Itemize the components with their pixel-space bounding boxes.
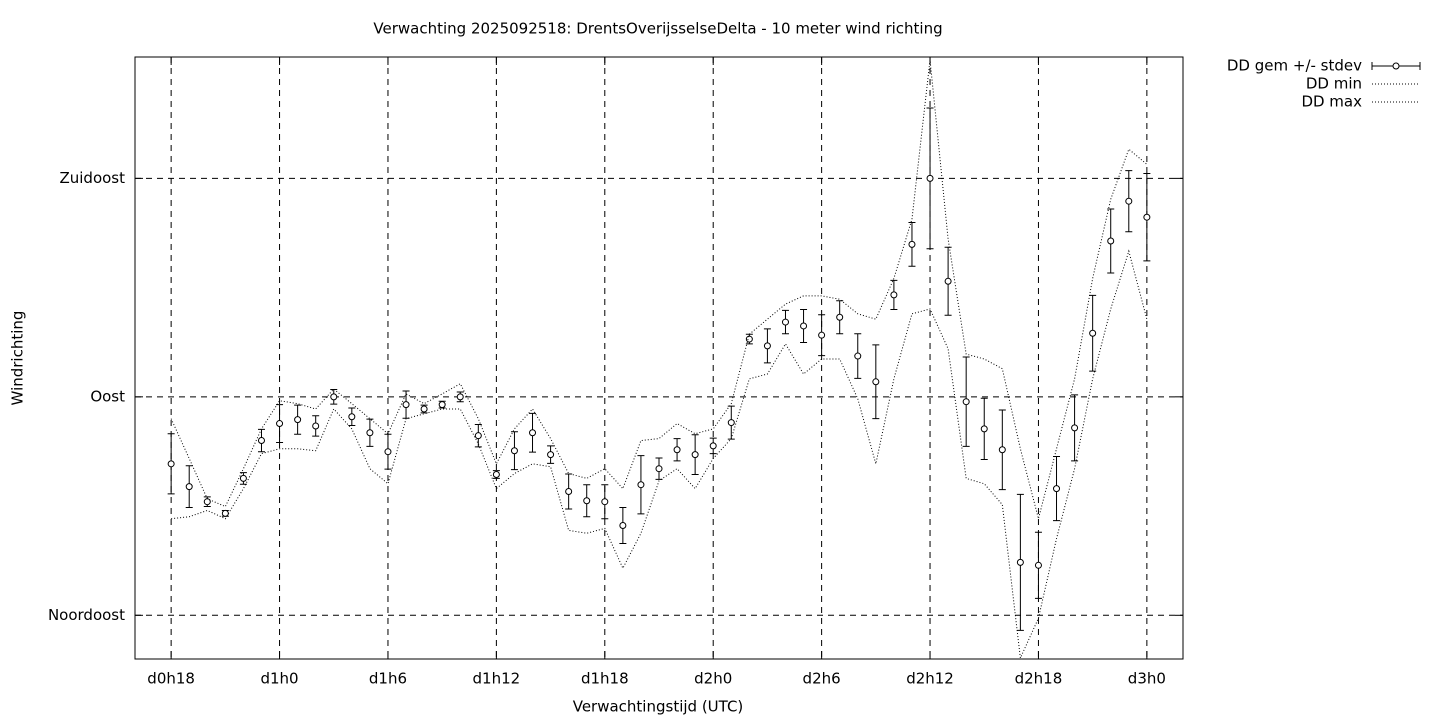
legend-label: DD gem +/- stdev	[1227, 57, 1362, 75]
data-point	[547, 451, 555, 459]
data-point	[601, 498, 609, 506]
x-tick-label: d0h18	[147, 670, 195, 688]
line-series	[171, 249, 1148, 659]
chart-title: Verwachting 2025092518: DrentsOverijssel…	[373, 20, 942, 38]
x-tick-label: d2h0	[694, 670, 732, 688]
data-point	[366, 429, 374, 437]
x-tick-label: d3h0	[1128, 670, 1166, 688]
plot-area	[167, 59, 1151, 659]
data-point	[691, 451, 699, 459]
data-point	[637, 481, 645, 489]
data-point	[980, 425, 988, 433]
data-point	[836, 313, 844, 321]
data-point	[565, 488, 573, 496]
data-point	[167, 460, 175, 468]
data-point	[781, 318, 789, 326]
x-tick-label: d1h0	[260, 670, 298, 688]
y-tick-label: Oost	[90, 387, 125, 405]
data-point	[745, 335, 753, 343]
legend-label: DD max	[1301, 93, 1362, 111]
x-axis-label: Verwachtingstijd (UTC)	[573, 698, 744, 716]
data-point	[402, 401, 410, 409]
data-point	[221, 509, 229, 517]
data-point	[1071, 424, 1079, 432]
data-point	[294, 416, 302, 424]
data-point	[456, 393, 464, 401]
x-tick-label: d2h12	[906, 670, 954, 688]
data-point	[1053, 485, 1061, 493]
data-point	[1125, 197, 1133, 205]
data-point	[1089, 329, 1097, 337]
data-point	[239, 474, 247, 482]
data-point	[655, 465, 663, 473]
data-point	[1034, 561, 1042, 569]
data-point	[890, 291, 898, 299]
y-tick-label: Noordoost	[48, 606, 125, 624]
data-point	[276, 420, 284, 428]
data-point	[1143, 213, 1151, 221]
data-point	[384, 448, 392, 456]
data-point	[492, 471, 500, 479]
data-point	[330, 393, 338, 401]
data-point	[1107, 237, 1115, 245]
x-tick-label: d2h18	[1015, 670, 1063, 688]
y-tick-label: Zuidoost	[59, 169, 125, 187]
data-point	[962, 398, 970, 406]
x-tick-label: d1h6	[369, 670, 407, 688]
data-point	[510, 447, 518, 455]
data-point	[438, 401, 446, 409]
data-point	[1016, 558, 1024, 566]
legend-label: DD min	[1306, 75, 1362, 93]
data-point	[872, 378, 880, 386]
data-point	[312, 422, 320, 430]
data-point	[998, 446, 1006, 454]
x-tick-label: d1h12	[473, 670, 521, 688]
data-point	[763, 342, 771, 350]
legend-symbol	[1392, 62, 1400, 70]
data-point	[727, 419, 735, 427]
data-point	[257, 437, 265, 445]
data-point	[944, 277, 952, 285]
data-point	[908, 240, 916, 248]
data-point	[854, 352, 862, 360]
data-point	[673, 446, 681, 454]
x-tick-label: d2h6	[803, 670, 841, 688]
x-tick-label: d1h18	[581, 670, 629, 688]
data-point	[818, 331, 826, 339]
y-axis-label: Windrichting	[9, 311, 27, 406]
data-point	[800, 322, 808, 330]
data-point	[348, 413, 356, 421]
data-point	[709, 442, 717, 450]
plot-frame	[134, 56, 1184, 660]
data-point	[583, 497, 591, 505]
data-point	[619, 521, 627, 529]
data-point	[529, 429, 537, 437]
data-point	[420, 405, 428, 413]
data-point	[474, 432, 482, 440]
data-point	[185, 483, 193, 491]
data-point	[926, 174, 934, 182]
